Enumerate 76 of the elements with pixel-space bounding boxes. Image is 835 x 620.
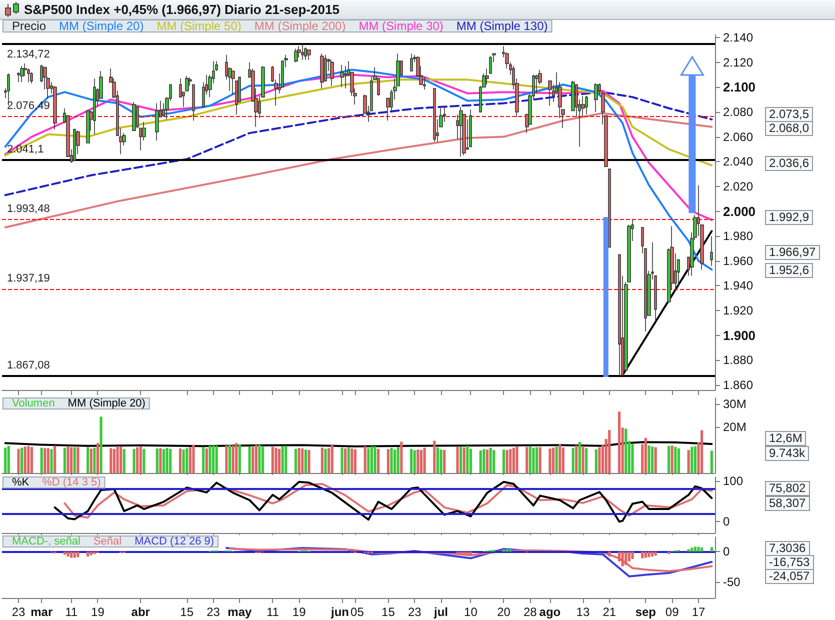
text: MM (Simple 20)	[68, 398, 146, 410]
y-tick-label: 1.940	[723, 278, 754, 293]
x-tick-label: 19	[91, 605, 105, 619]
x-tick-label: 20	[497, 605, 511, 619]
x-tick-label: 17	[692, 605, 706, 619]
y-tick-label: 1.980	[723, 229, 754, 244]
text: 2.036,6	[765, 156, 814, 171]
y-tick-label: 2.080	[723, 104, 754, 119]
y-tick-label: 1.920	[723, 304, 754, 318]
y-tick-label: 2.140	[723, 30, 754, 44]
text: Volumen	[12, 398, 55, 410]
series-label: MACD (12 26 9)	[134, 536, 214, 548]
x-tick-label: jun	[330, 605, 349, 619]
text: 9.743k	[765, 446, 810, 461]
text: -24,057	[765, 569, 814, 584]
series-label: MACD-, señal	[12, 536, 80, 548]
text: MM (Simple 130)	[456, 19, 548, 33]
x-tick-label: 13	[576, 605, 590, 619]
y-tick-label: 100	[723, 474, 744, 488]
y-tick-label: 2.020	[723, 179, 754, 194]
ref-line-label: 2.134,72	[7, 48, 50, 61]
text: 7,3036	[765, 541, 810, 556]
ref-line-label: 1.867,08	[7, 360, 50, 372]
x-tick-label: 23	[408, 605, 422, 619]
text: 58,307	[765, 496, 810, 511]
text: -16,753	[765, 555, 814, 570]
y-tick-label: 20M	[723, 420, 746, 434]
ref-line-label: 1.937,19	[7, 272, 50, 285]
x-tick-label: 19	[292, 605, 306, 619]
y-tick-label: 1.860	[723, 378, 754, 392]
series-label: %D (14 3 5)	[42, 476, 101, 488]
x-tick-label: sep	[635, 605, 656, 619]
y-tick-label: 2.000	[723, 204, 756, 219]
x-tick-label: 15	[382, 605, 396, 619]
x-tick-label: 05	[350, 605, 364, 619]
x-tick-label: ago	[539, 605, 561, 619]
x-tick-label: abr	[131, 605, 150, 619]
x-tick-label: 23	[12, 605, 26, 619]
text: MM (Simple 50)	[156, 19, 242, 33]
y-tick-label: 0	[723, 544, 730, 559]
text: 75,802	[765, 481, 810, 496]
text: MM (Simple 20)	[59, 19, 144, 33]
text: MM (Simple 200)	[254, 19, 346, 33]
x-tick-label: 23	[206, 605, 220, 619]
y-tick-label: -50	[723, 575, 741, 590]
text: 12,6M	[765, 431, 806, 446]
chart-title: S&P500 Index +0,45% (1.966,97) Diario 21-sep-2015	[24, 2, 340, 17]
y-tick-label: 2.040	[723, 154, 754, 169]
text: 1.952,6	[765, 263, 814, 278]
y-tick-label: 2.120	[723, 55, 754, 70]
x-tick-label: 09	[665, 605, 680, 619]
text: %K	[12, 476, 30, 488]
y-tick-label: 1.880	[723, 353, 754, 368]
text: 1.966,97	[765, 245, 820, 260]
y-tick-label: 1.900	[723, 328, 756, 343]
x-tick-label: 15	[180, 605, 194, 619]
x-tick-label: mar	[30, 605, 53, 619]
text: MM (Simple 30)	[358, 19, 444, 33]
text: Señal	[93, 536, 122, 548]
y-tick-label: 2.100	[723, 80, 756, 95]
x-tick-label: 11	[65, 605, 78, 619]
ref-line-label: 1.993,48	[7, 202, 50, 215]
text: 2.073,5	[765, 107, 814, 122]
text: 1.992,9	[765, 210, 814, 225]
y-tick-label: 2.060	[723, 130, 754, 144]
x-tick-label: may	[228, 605, 252, 619]
x-tick-label: 11	[266, 605, 280, 619]
x-tick-label: 10	[464, 605, 478, 619]
y-tick-label: 30M	[723, 396, 746, 411]
text: 2.068,0	[765, 121, 814, 136]
x-tick-label: 21	[602, 605, 616, 619]
y-tick-label: 1.960	[723, 254, 754, 268]
x-tick-label: jul	[433, 605, 448, 619]
x-tick-label: 28	[523, 605, 538, 619]
legend-label: Precio	[12, 19, 46, 33]
y-tick-label: 0	[723, 514, 730, 529]
